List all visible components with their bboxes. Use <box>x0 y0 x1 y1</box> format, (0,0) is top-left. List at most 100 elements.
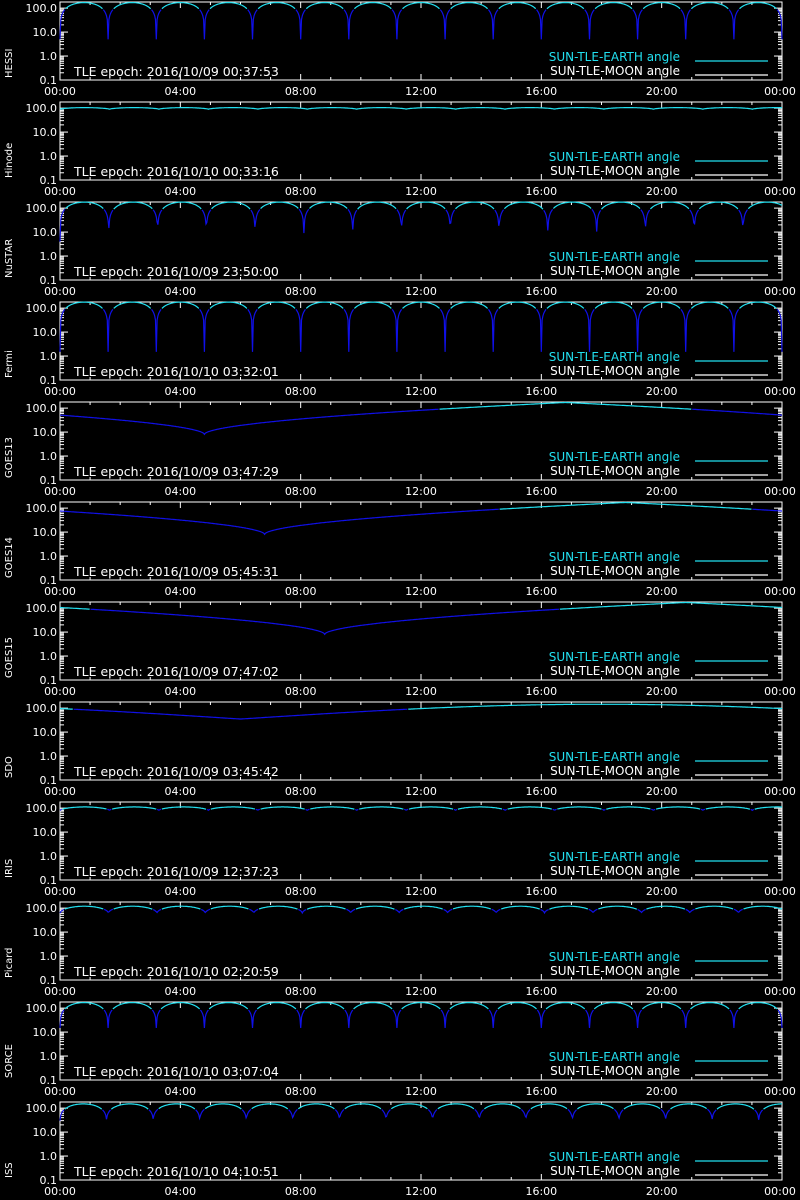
x-tick-label: 00:00 <box>44 1085 76 1098</box>
angle-series-line <box>148 1108 159 1119</box>
angle-series-line <box>777 1009 783 1028</box>
angle-series-line <box>249 908 259 913</box>
x-tick-label: 04:00 <box>164 85 196 98</box>
angle-series-line <box>640 209 651 227</box>
tle-epoch-text: TLE epoch: 2016/10/10 02:20:59 <box>74 964 279 979</box>
angle-series-line <box>355 905 395 910</box>
plot-svg: 0.1 1.0 10.0 100.0 00:00 04:00 08:00 12:00 16:00… <box>26 1001 796 1098</box>
satellite-name: Picard <box>4 947 15 979</box>
angle-series-line <box>391 309 403 352</box>
angle-series-line <box>260 806 305 810</box>
x-tick-label: 08:00 <box>285 585 317 598</box>
legend-earth-text: SUN-TLE-EARTH angle <box>548 250 680 264</box>
angle-series-line <box>295 9 306 40</box>
y-tick-label: 10.0 <box>33 826 58 839</box>
angle-series-line <box>151 1009 161 1028</box>
angle-series-line <box>602 808 606 812</box>
satellite-label: NuSTAR <box>4 238 18 278</box>
x-tick-label: 12:00 <box>405 1185 437 1198</box>
angle-series-line <box>698 201 739 210</box>
angle-series-line <box>445 209 456 225</box>
panel-fermi: 0.1 1.0 10.0 100.0 00:00 04:00 08:00 12:00 16:00… <box>0 300 800 400</box>
panel-sdo: 0.1 1.0 10.0 100.0 00:00 04:00 08:00 12:00 16:00… <box>0 700 800 800</box>
angle-series-line <box>559 601 783 610</box>
angle-series-line <box>113 301 152 309</box>
x-tick-label: 00:00 <box>764 485 796 498</box>
x-tick-label: 20:00 <box>646 1185 678 1198</box>
x-tick-label: 08:00 <box>285 1185 317 1198</box>
angle-series-line <box>258 905 298 910</box>
y-tick-label: 1.0 <box>40 350 58 363</box>
legend-moon-text: SUN-TLE-MOON angle <box>550 364 680 378</box>
angle-series-line <box>690 301 729 309</box>
panel-iris: 0.1 1.0 10.0 100.0 00:00 04:00 08:00 12:00 16:00… <box>0 800 800 900</box>
x-tick-label: 20:00 <box>646 185 678 198</box>
angle-series-line <box>60 708 73 710</box>
y-tick-label: 10.0 <box>33 426 58 439</box>
satellite-name: SDO <box>4 756 15 778</box>
y-tick-label: 10.0 <box>33 1126 58 1139</box>
satellite-label: IRIS <box>4 838 18 878</box>
angle-series-line <box>487 9 499 40</box>
angle-series-line <box>64 905 104 910</box>
legend-earth-text: SUN-TLE-EARTH angle <box>548 550 680 564</box>
satellite-name: HESSI <box>4 48 15 78</box>
x-tick-label: 04:00 <box>164 285 196 298</box>
angle-series-line <box>391 9 403 40</box>
angle-series-line <box>103 1009 113 1028</box>
angle-series-line <box>195 1108 205 1121</box>
y-tick-label: 10.0 <box>33 326 58 339</box>
y-tick-label: 0.1 <box>40 1074 58 1087</box>
plot-svg: 0.1 1.0 10.0 100.0 00:00 04:00 08:00 12:00 16:00… <box>26 1 796 98</box>
angle-series-line <box>395 908 404 914</box>
angle-series-line <box>408 703 783 710</box>
y-tick-label: 100.0 <box>26 102 58 115</box>
angle-series-line <box>754 1109 764 1120</box>
y-tick-label: 1.0 <box>40 950 58 963</box>
x-tick-label: 20:00 <box>646 285 678 298</box>
angle-series-line <box>728 9 740 40</box>
angle-series-line <box>457 806 503 810</box>
x-tick-label: 08:00 <box>285 285 317 298</box>
angle-series-line <box>359 806 404 810</box>
legend-moon-text: SUN-TLE-MOON angle <box>550 564 680 578</box>
satellite-name: NuSTAR <box>4 238 15 278</box>
panel-goes13: 0.1 1.0 10.0 100.0 00:00 04:00 08:00 12:00 16:00… <box>0 400 800 500</box>
angle-series-line <box>450 301 488 309</box>
y-tick-label: 0.1 <box>40 774 58 787</box>
legend-earth-text: SUN-TLE-EARTH angle <box>548 1050 680 1064</box>
angle-series-line <box>680 309 691 352</box>
x-tick-label: 00:00 <box>44 785 76 798</box>
angle-series-line <box>305 808 310 811</box>
satellite-name: IRIS <box>4 858 15 878</box>
x-tick-label: 00:00 <box>764 185 796 198</box>
angle-series-line <box>549 905 589 910</box>
x-tick-label: 12:00 <box>405 1085 437 1098</box>
angle-series-line <box>403 808 409 811</box>
y-tick-label: 100.0 <box>26 302 58 315</box>
angle-series-line <box>728 309 740 352</box>
angle-series-line <box>632 309 643 352</box>
angle-series-line <box>353 1001 393 1010</box>
tle-epoch-text: TLE epoch: 2016/10/09 03:45:42 <box>74 764 279 779</box>
angle-series-line <box>754 806 782 810</box>
x-tick-label: 12:00 <box>405 485 437 498</box>
angle-series-line <box>500 905 540 910</box>
angle-series-line <box>151 9 162 40</box>
angle-series-line <box>162 201 202 210</box>
y-tick-label: 100.0 <box>26 2 58 15</box>
y-tick-label: 1.0 <box>40 650 58 663</box>
angle-series-line <box>343 9 355 40</box>
angle-series-line <box>453 808 458 811</box>
legend-moon-text: SUN-TLE-MOON angle <box>550 664 680 678</box>
angle-series-line <box>344 1103 382 1110</box>
angle-series-line <box>536 309 547 352</box>
angle-series-line <box>743 905 783 910</box>
y-tick-label: 10.0 <box>33 626 58 639</box>
angle-series-line <box>401 1001 441 1010</box>
x-tick-label: 04:00 <box>164 385 196 398</box>
angle-series-line <box>633 1009 643 1028</box>
y-tick-label: 10.0 <box>33 526 58 539</box>
angle-series-line <box>406 201 446 210</box>
x-tick-label: 00:00 <box>44 985 76 998</box>
